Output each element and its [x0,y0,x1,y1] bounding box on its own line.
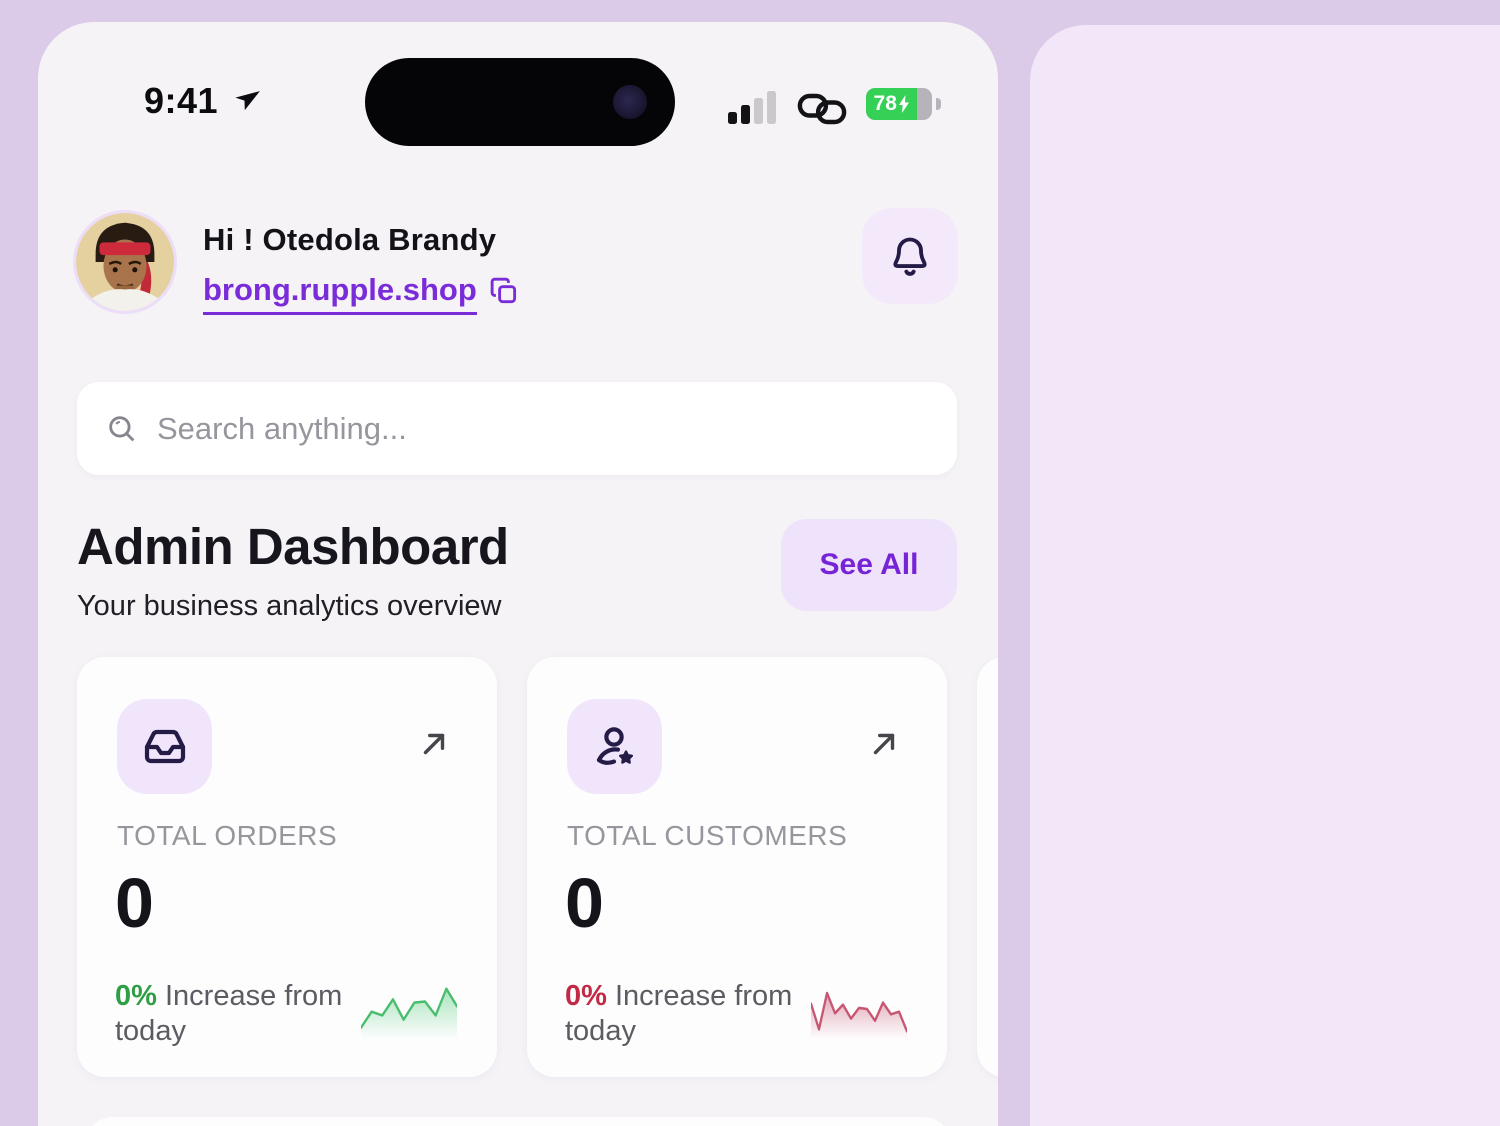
search-input[interactable] [157,410,929,447]
notifications-button[interactable] [862,208,958,304]
customer-star-icon [567,699,662,794]
bell-icon [893,237,927,276]
see-all-button[interactable]: See All [781,519,957,611]
page-subtitle: Your business analytics overview [77,590,502,622]
total-orders-card[interactable]: TOTAL ORDERS 0 0% Increase from today [77,657,497,1077]
battery-percent: 78 [873,92,897,115]
delta-text: Increase from today [115,980,343,1048]
charging-bolt-icon [898,95,909,113]
delta-percent: 0% [565,980,607,1012]
camera-icon [613,85,647,119]
delta-text: Increase from today [565,980,793,1048]
phone-screen: 9:41 78 Hi ! Otedola Bra [38,22,998,1126]
open-orders-arrow-icon[interactable] [417,727,451,766]
card-label: TOTAL CUSTOMERS [567,820,848,851]
status-time: 9:41 [144,80,219,121]
dynamic-island [365,58,675,146]
avatar[interactable] [73,210,177,314]
search-bar[interactable] [77,382,957,475]
search-icon [109,415,135,441]
card-delta: 0% Increase from today [565,979,815,1050]
battery-icon: 78 [866,88,932,120]
card-value: 0 [115,864,154,942]
total-customers-card[interactable]: TOTAL CUSTOMERS 0 0% Increase from today [527,657,947,1077]
copy-icon[interactable] [489,276,519,311]
inbox-tray-icon [117,699,212,794]
open-customers-arrow-icon[interactable] [867,727,901,766]
next-screen-panel [1030,25,1500,1126]
customers-sparkline [811,991,907,1039]
delta-percent: 0% [115,980,157,1012]
battery-fill [866,88,918,120]
bottom-card-peek [85,1117,951,1126]
shop-url-link[interactable]: brong.rupple.shop [203,272,477,315]
next-stat-card-peek[interactable] [977,657,998,1077]
location-arrow-icon [234,86,262,119]
page-title: Admin Dashboard [77,518,509,575]
orders-sparkline [361,987,457,1039]
card-delta: 0% Increase from today [115,979,365,1050]
card-label: TOTAL ORDERS [117,820,338,851]
battery-cap [936,98,941,110]
personal-hotspot-icon [796,92,848,131]
card-value: 0 [565,864,604,942]
cellular-signal-icon [728,90,780,124]
greeting-text: Hi ! Otedola Brandy [203,222,497,257]
